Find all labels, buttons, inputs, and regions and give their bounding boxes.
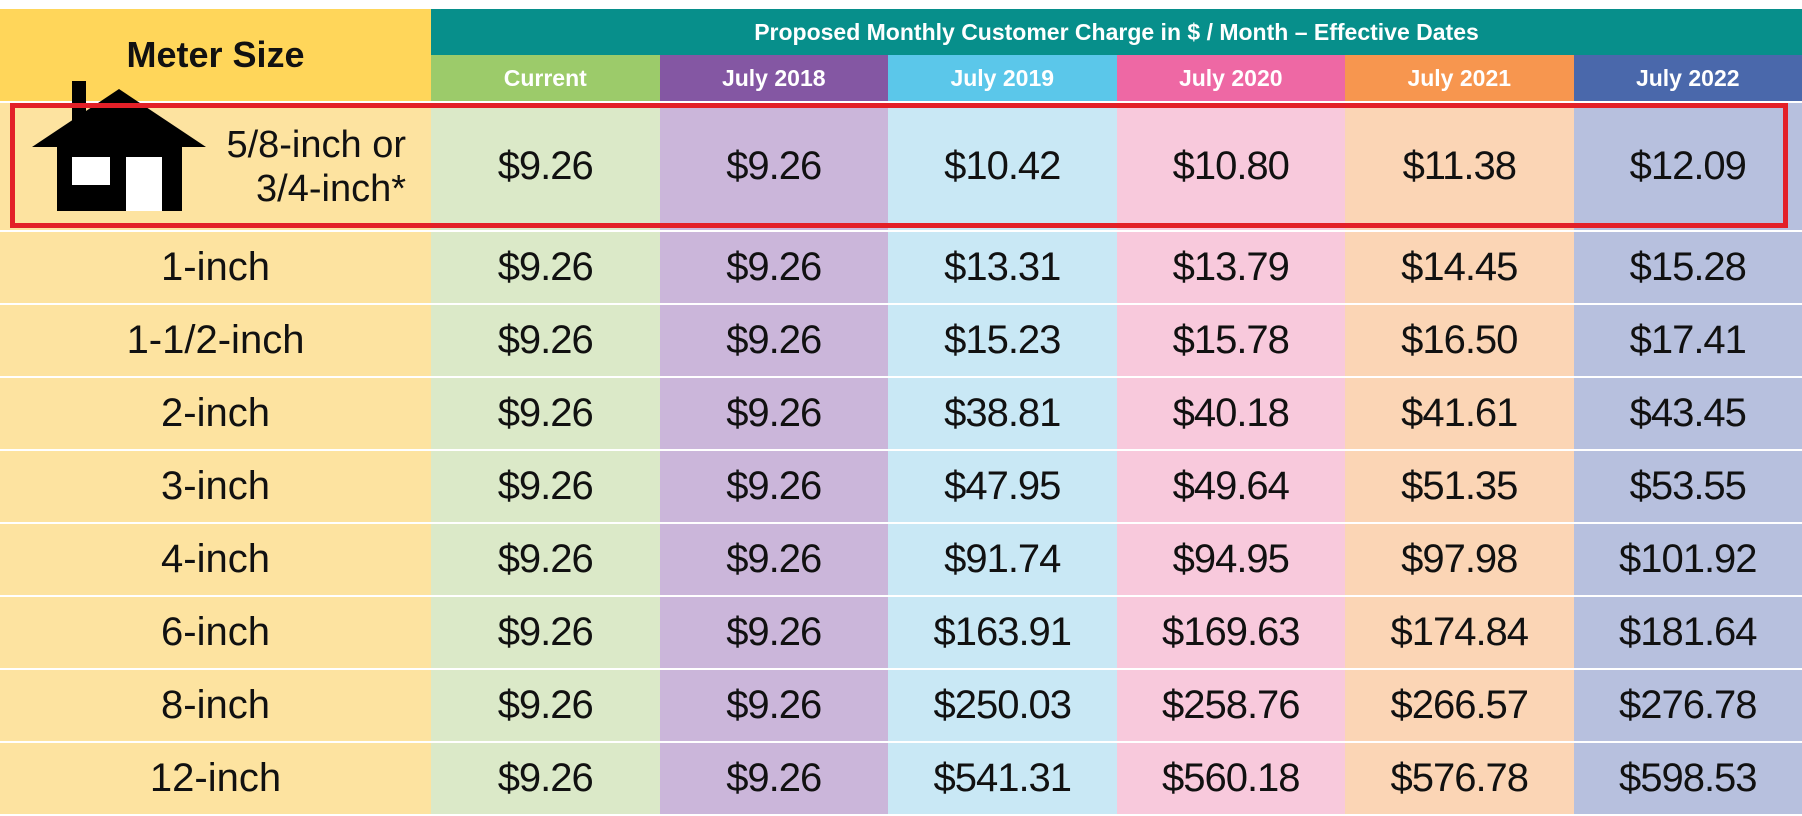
table-title: Proposed Monthly Customer Charge in $ / …	[431, 9, 1802, 55]
price-cell: $169.63	[1116, 597, 1345, 668]
price-cell: $43.45	[1573, 378, 1802, 449]
price-cell: $9.26	[659, 103, 888, 230]
meter-size-header: Meter Size	[0, 9, 431, 101]
price-cell: $9.26	[431, 670, 660, 741]
highlight-border	[10, 103, 1788, 228]
column-header: July 2021	[1345, 55, 1574, 101]
price-cell: $40.18	[1116, 378, 1345, 449]
meter-size-line: 3/4-inch*	[256, 167, 406, 210]
price-cell: $16.50	[1345, 305, 1574, 376]
price-cell: $174.84	[1345, 597, 1574, 668]
price-cell: $9.26	[431, 378, 660, 449]
meter-size-cell: 8-inch	[0, 670, 431, 741]
price-cell: $101.92	[1573, 524, 1802, 595]
price-cell: $53.55	[1573, 451, 1802, 522]
price-cell: $10.80	[1116, 103, 1345, 230]
price-cell: $250.03	[888, 670, 1117, 741]
meter-size-cell: 2-inch	[0, 378, 431, 449]
price-cell: $9.26	[659, 305, 888, 376]
house-icon	[32, 81, 206, 211]
price-cell: $9.26	[659, 451, 888, 522]
meter-size-cell: 6-inch	[0, 597, 431, 668]
meter-size-cell: 1-inch	[0, 232, 431, 303]
price-cell: $94.95	[1116, 524, 1345, 595]
price-cell: $9.26	[659, 670, 888, 741]
meter-size-cell: 1-1/2-inch	[0, 305, 431, 376]
price-cell: $10.42	[888, 103, 1117, 230]
price-cell: $12.09	[1573, 103, 1802, 230]
price-cell: $17.41	[1573, 305, 1802, 376]
price-cell: $9.26	[431, 305, 660, 376]
price-cell: $49.64	[1116, 451, 1345, 522]
price-cell: $181.64	[1573, 597, 1802, 668]
column-header: July 2018	[659, 55, 888, 101]
price-cell: $9.26	[659, 743, 888, 814]
price-cell: $9.26	[659, 524, 888, 595]
price-cell: $41.61	[1345, 378, 1574, 449]
price-cell: $163.91	[888, 597, 1117, 668]
price-cell: $9.26	[659, 597, 888, 668]
column-header: July 2019	[888, 55, 1117, 101]
price-cell: $266.57	[1345, 670, 1574, 741]
price-cell: $15.78	[1116, 305, 1345, 376]
meter-size-cell: 12-inch	[0, 743, 431, 814]
price-cell: $15.23	[888, 305, 1117, 376]
price-cell: $97.98	[1345, 524, 1574, 595]
price-cell: $14.45	[1345, 232, 1574, 303]
price-cell: $576.78	[1345, 743, 1574, 814]
meter-size-cell: 4-inch	[0, 524, 431, 595]
price-cell: $15.28	[1573, 232, 1802, 303]
price-cell: $13.79	[1116, 232, 1345, 303]
price-cell: $9.26	[431, 597, 660, 668]
price-cell: $91.74	[888, 524, 1117, 595]
price-cell: $51.35	[1345, 451, 1574, 522]
price-cell: $560.18	[1116, 743, 1345, 814]
price-cell: $47.95	[888, 451, 1117, 522]
price-cell: $541.31	[888, 743, 1117, 814]
price-cell: $13.31	[888, 232, 1117, 303]
price-cell: $258.76	[1116, 670, 1345, 741]
price-cell: $9.26	[431, 451, 660, 522]
price-cell: $598.53	[1573, 743, 1802, 814]
meter-size-line: 5/8-inch or	[226, 123, 406, 166]
price-cell: $9.26	[431, 743, 660, 814]
price-cell: $9.26	[431, 524, 660, 595]
price-cell: $9.26	[431, 232, 660, 303]
price-cell: $38.81	[888, 378, 1117, 449]
price-cell: $9.26	[659, 378, 888, 449]
meter-size-cell: 3-inch	[0, 451, 431, 522]
column-header: July 2022	[1573, 55, 1802, 101]
column-header: Current	[431, 55, 660, 101]
price-cell: $11.38	[1345, 103, 1574, 230]
column-header: July 2020	[1116, 55, 1345, 101]
price-cell: $9.26	[431, 103, 660, 230]
price-cell: $9.26	[659, 232, 888, 303]
price-cell: $276.78	[1573, 670, 1802, 741]
